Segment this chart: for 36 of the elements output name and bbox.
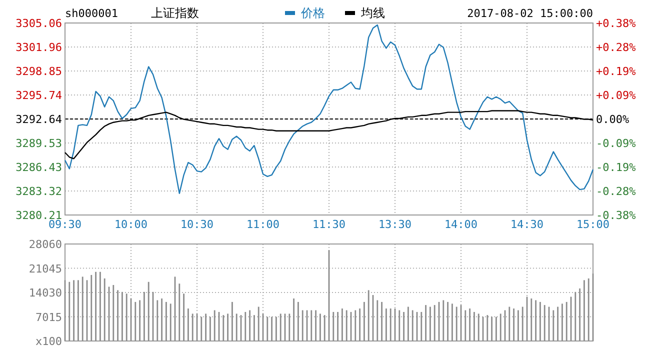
y-tick-label: 7015 [36,310,62,324]
y-tick-label: 3305.06 [16,17,62,30]
line-series [64,24,594,194]
y-tick-label: 28060 [28,238,62,251]
y2-tick-label: -0.28% [596,185,636,198]
y2-tick-label: +0.38% [596,17,636,30]
y2-tick-label: +0.09% [596,89,636,102]
y-tick-label: 3295.74 [16,89,62,102]
y-tick-label: 3298.85 [16,64,62,78]
x-tick-label: 11:00 [246,218,280,231]
y-tick-label: 21045 [28,262,62,276]
y2-tick-label: -0.19% [596,161,636,174]
chart-title: 上证指数 [151,6,199,20]
x-tick-label: 10:30 [180,218,214,231]
legend-label: 价格 [300,6,325,20]
text: 2017-08-02 15:00:00 [467,7,593,20]
x-tick-label: 13:30 [378,218,412,231]
chart-subtitle: sh000001 [65,7,118,20]
y-tick-label: 14030 [28,286,62,300]
legend-label: 均线 [360,6,385,20]
x-tick-label: 14:30 [510,218,544,231]
x-tick-label: 09:30 [48,218,82,231]
x-tick-label: 10:00 [114,218,148,231]
x-tick-label: 15:00 [576,218,610,231]
y2-tick-label: +0.28% [596,40,636,54]
y2-tick-label: -0.09% [596,136,636,150]
y-tick-label: 3289.53 [16,136,62,150]
y-tick-label: 3286.43 [16,160,62,174]
y-tick-label: 3292.64 [16,112,62,126]
y-tick-label: 3301.96 [16,40,62,54]
y2-tick-label: +0.19% [596,64,636,78]
y2-tick-label: 0.00% [596,113,630,126]
y-tick-label: 3283.32 [16,184,62,198]
x-tick-label: 14:00 [444,218,478,231]
x-tick-label: 11:30 [312,218,346,231]
y-tick-label: x100 [36,335,62,348]
